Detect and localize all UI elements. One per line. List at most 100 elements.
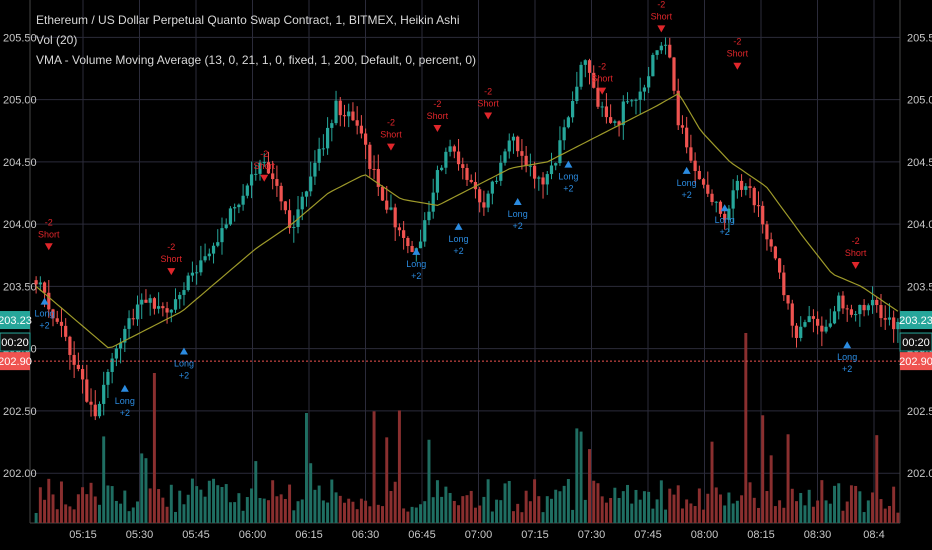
candle-body [279,185,283,202]
candle-body [680,125,685,128]
vma-indicator-label[interactable]: VMA - Volume Moving Average (13, 0, 21, … [36,53,477,67]
volume-bar [347,498,351,523]
volume-bar [381,506,384,523]
candle-body [494,180,499,182]
candle-body [723,213,727,220]
volume-bar [469,490,473,523]
candle-body [110,358,114,372]
candle-body [731,190,735,209]
candle-body [870,299,875,306]
candle-body [777,258,782,273]
candle-body [444,151,448,168]
short-signal-label: Short [380,130,402,140]
volume-bar [828,503,832,523]
long-signal-label: Long [174,358,194,368]
candle-body [325,127,330,149]
candle-body [389,207,393,210]
volume-bar [596,483,600,523]
candle-body [849,309,854,315]
volume-bar [465,495,469,523]
long-arrow-icon [682,166,691,174]
candle-body [93,404,97,417]
volume-bar [803,505,807,523]
plot-area[interactable] [30,0,900,523]
y-tick-label-left: 205.00 [3,95,37,107]
long-signal-label: Long [406,259,426,269]
volume-bar [507,480,511,523]
volume-bar [283,498,287,523]
candle-body [676,90,680,126]
candle-body [359,125,363,134]
volume-bar [241,510,245,523]
volume-bar [461,496,465,523]
candle-body [452,146,456,152]
volume-bar [220,487,224,523]
candle-body [490,181,494,194]
volume-bar [313,489,317,523]
volume-bar [157,489,161,523]
candle-body [537,177,541,179]
long-signal-value: +2 [682,190,692,200]
long-signal-label: Long [115,396,135,406]
candle-body [80,369,85,380]
short-arrow-icon [433,124,442,132]
x-tick-label: 08:00 [691,529,719,541]
candle-body [668,44,672,58]
volume-bar [723,505,727,523]
candle-body [309,176,313,192]
candle-body [592,72,596,88]
candle-body [503,151,507,163]
volume-bar [697,488,701,523]
volume-bar [64,504,68,523]
volume-bar [495,499,499,523]
x-tick-label: 06:15 [295,529,323,541]
short-arrow-icon [386,143,395,151]
volume-bar [752,497,756,523]
candle-body [794,325,799,338]
volume-bar [680,508,684,523]
long-signal-label: Long [35,309,55,319]
candle-body [866,305,870,311]
volume-bar [389,491,393,523]
candle-body [211,245,216,254]
candle-body [203,256,207,261]
candle-body [883,318,887,320]
volume-bar [351,501,355,523]
volume-bar [883,508,887,523]
candle-body [663,44,668,46]
long-signal-label: Long [508,209,528,219]
volume-bar [114,500,118,523]
candle-body [123,328,127,343]
volume-bar [875,435,879,523]
candle-body [190,272,195,276]
candle-body [693,160,697,172]
volume-bar [731,503,735,523]
volume-bar [435,480,439,523]
short-signal-label: Short [427,111,449,121]
candle-body [469,179,473,182]
volume-bar [710,441,714,523]
y-tick-label-right: 204.00 [907,219,932,231]
volume-bar [524,490,528,523]
candle-body [131,318,135,320]
candle-body [638,91,642,100]
candle-body [549,165,554,175]
last-price-badge-bg [900,311,932,330]
countdown-badge-bg [899,332,932,352]
volume-indicator-label[interactable]: Vol (20) [36,33,78,47]
candle-body [659,45,663,51]
candle-body [51,309,55,319]
candle-body [402,230,406,238]
volume-bar [144,458,148,523]
short-signal-value: -2 [433,99,441,109]
x-tick-label: 07:15 [521,529,549,541]
volume-bar [647,491,651,523]
short-arrow-icon [733,62,742,70]
volume-bar [782,507,786,523]
y-tick-label-left: 205.50 [3,32,37,44]
candle-body [380,186,385,201]
candle-body [739,180,744,190]
volume-bar [152,373,156,523]
